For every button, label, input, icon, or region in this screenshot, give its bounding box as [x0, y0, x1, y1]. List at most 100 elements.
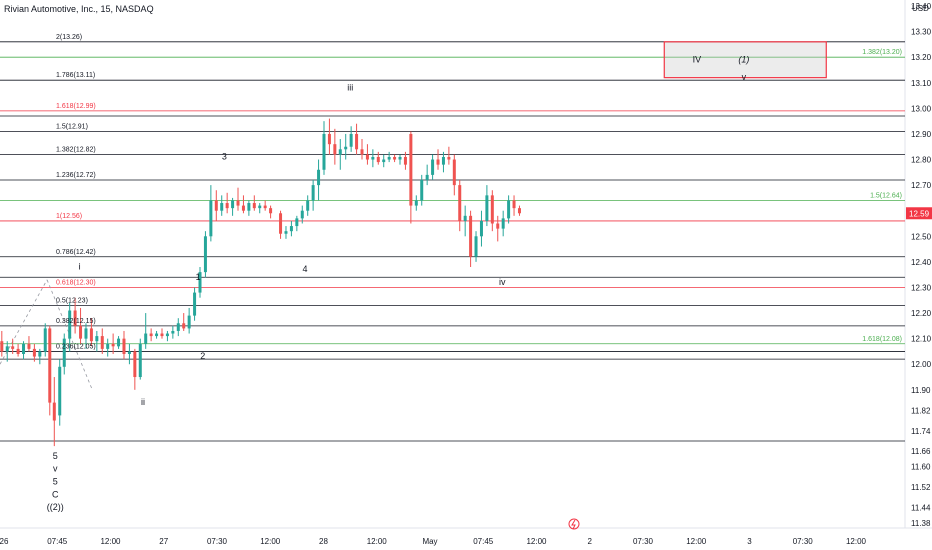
candle-body: [100, 336, 104, 349]
y-tick-label: 11.60: [911, 463, 931, 472]
candle-body: [365, 154, 369, 160]
fib-level-label: 1.382(13.20): [862, 49, 902, 56]
fib-level-label: 0.618(12.30): [56, 279, 96, 286]
candle-body: [420, 180, 424, 201]
wave-label: 5: [53, 451, 58, 461]
y-tick-label: 12.20: [911, 309, 932, 318]
projection-line: [46, 279, 93, 390]
candle-body: [165, 333, 169, 337]
event-lightning-icon[interactable]: [568, 518, 580, 530]
fib-level-label: 0.5(12.23): [56, 297, 88, 304]
candle-body: [214, 200, 218, 211]
x-tick-label: 26: [0, 537, 9, 546]
y-tick-label: 13.00: [911, 104, 932, 113]
candle-body: [79, 325, 83, 339]
candle-body: [463, 215, 467, 221]
last-price-tag: [906, 207, 932, 220]
candle-body: [247, 203, 251, 211]
candle-body: [349, 133, 353, 147]
candle-body: [48, 328, 52, 403]
candle-body: [149, 333, 153, 337]
fib-level-label: 1.5(12.91): [56, 123, 88, 130]
candle-body: [89, 328, 93, 342]
candle-body: [252, 203, 256, 209]
y-tick-label: 11.52: [911, 483, 931, 492]
chart-title: Rivian Automotive, Inc., 15, NASDAQ: [4, 4, 154, 14]
x-tick-label: 12:00: [260, 537, 281, 546]
candle-body: [485, 195, 489, 221]
x-tick-label: 12:00: [686, 537, 707, 546]
candle-body: [469, 215, 473, 257]
y-tick-label: 11.66: [911, 447, 931, 456]
wave-label: ii: [141, 397, 145, 407]
x-tick-label: 3: [747, 537, 752, 546]
candle-body: [84, 328, 88, 339]
last-price-value: 12.59: [909, 209, 930, 218]
wave-label: 3: [222, 152, 227, 162]
wave-label: 4: [302, 264, 307, 274]
wave-label: IV: [693, 54, 702, 64]
candle-body: [517, 208, 521, 214]
candle-body: [436, 159, 440, 165]
candle-body: [474, 236, 478, 257]
y-tick-label: 12.50: [911, 232, 932, 241]
x-tick-label: 07:45: [473, 537, 494, 546]
candle-body: [317, 169, 321, 186]
candle-body: [160, 333, 164, 337]
x-tick-label: 12:00: [846, 537, 867, 546]
y-tick-label: 12.70: [911, 181, 932, 190]
candle-body: [360, 149, 364, 155]
wave-label: v: [53, 464, 58, 474]
candle-body: [496, 223, 500, 229]
fib-level-label: 0.236(12.05): [56, 343, 96, 350]
candle-body: [122, 338, 126, 354]
y-tick-label: 12.40: [911, 258, 932, 267]
candle-body: [16, 348, 20, 354]
candle-body: [73, 310, 77, 326]
candle-body: [431, 159, 435, 175]
fib-level-label: 0.786(12.42): [56, 249, 96, 256]
y-tick-label: 12.30: [911, 283, 932, 292]
candle-body: [171, 330, 175, 334]
target-zone-box[interactable]: [663, 41, 827, 79]
x-tick-label: 28: [319, 537, 328, 546]
x-tick-label: May: [422, 537, 437, 546]
candle-body: [393, 156, 397, 160]
candle-body: [43, 328, 47, 352]
y-tick-label: 11.38: [911, 519, 931, 528]
wave-label: v: [742, 72, 747, 82]
candle-body: [193, 292, 197, 316]
candle-body: [376, 156, 380, 163]
candle-body: [327, 133, 331, 145]
candle-body: [447, 156, 451, 160]
candle-body: [306, 200, 310, 211]
y-tick-label: 11.74: [911, 427, 931, 436]
x-tick-label: 27: [159, 537, 168, 546]
candle-body: [403, 156, 407, 165]
candle-body: [220, 203, 224, 211]
candle-body: [263, 205, 267, 209]
candle-body: [387, 156, 391, 160]
candle-body: [452, 159, 456, 186]
wave-label: iii: [347, 82, 353, 92]
y-tick-label: 11.82: [911, 406, 931, 415]
fib-level-label: 1.618(12.99): [56, 103, 96, 110]
candle-body: [398, 156, 402, 160]
candle-body: [289, 226, 293, 232]
wave-label: 1: [196, 272, 201, 282]
x-tick-label: 12:00: [367, 537, 388, 546]
candle-body: [300, 210, 304, 219]
candle-body: [182, 323, 186, 329]
y-tick-label: 12.00: [911, 360, 932, 369]
y-tick-label: 11.44: [911, 504, 931, 513]
candle-body: [68, 310, 72, 339]
candle-body: [138, 343, 142, 378]
candle-body: [203, 236, 207, 273]
y-tick-label: 12.80: [911, 156, 932, 165]
candle-body: [355, 133, 359, 150]
fib-level-label: 1.382(12.82): [56, 146, 96, 153]
candle-body: [479, 220, 483, 237]
x-tick-label: 12:00: [526, 537, 547, 546]
candle-body: [338, 149, 342, 155]
